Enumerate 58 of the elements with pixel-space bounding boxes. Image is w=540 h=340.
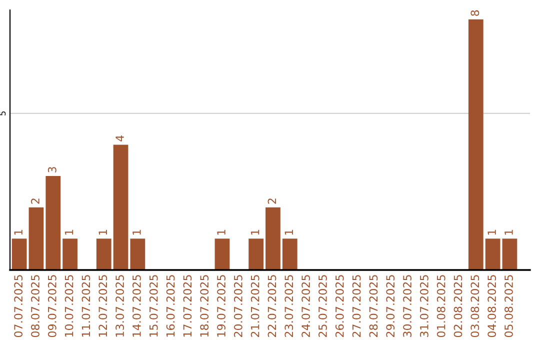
data-label: 1 bbox=[488, 230, 496, 235]
x-tick-label: 10.07.2025 bbox=[64, 275, 74, 337]
data-label: 2 bbox=[31, 198, 40, 204]
x-tick-label: 18.07.2025 bbox=[200, 275, 209, 337]
x-tick-label: 20.07.2025 bbox=[234, 275, 242, 337]
x-tick-label: 26.07.2025 bbox=[335, 275, 344, 337]
bar bbox=[248, 238, 264, 270]
x-tick-label: 31.07.2025 bbox=[420, 275, 428, 337]
x-tick-label: 15.07.2025 bbox=[149, 275, 158, 337]
x-tick-label: 11.07.2025 bbox=[82, 275, 90, 337]
x-tick-label: 22.07.2025 bbox=[268, 275, 276, 337]
x-tick-label: 13.07.2025 bbox=[116, 275, 124, 337]
bar bbox=[62, 238, 78, 270]
data-label: 8 bbox=[470, 10, 480, 16]
x-tick-label: 21.07.2025 bbox=[250, 275, 260, 337]
x-tick-label: 23.07.2025 bbox=[284, 275, 294, 337]
x-tick-label: 19.07.2025 bbox=[217, 275, 226, 337]
bar bbox=[130, 238, 146, 270]
data-label: 1 bbox=[284, 230, 293, 235]
data-label: 1 bbox=[14, 230, 22, 235]
x-tick-label: 01.08.2025 bbox=[436, 275, 446, 338]
x-tick-label: 29.07.2025 bbox=[386, 275, 395, 337]
bar bbox=[96, 238, 112, 270]
bar bbox=[12, 238, 27, 270]
bar bbox=[485, 238, 500, 270]
x-tick-label: 03.08.2025 bbox=[470, 275, 480, 338]
x-tick-label: 14.07.2025 bbox=[132, 275, 141, 337]
x-tick-label: 02.08.2025 bbox=[454, 275, 462, 338]
bar bbox=[214, 238, 230, 270]
x-tick-label: 05.08.2025 bbox=[504, 275, 513, 338]
x-tick-label: 17.07.2025 bbox=[183, 275, 192, 337]
data-label: 4 bbox=[116, 135, 124, 142]
bar bbox=[46, 176, 61, 270]
bar bbox=[282, 238, 298, 270]
bar bbox=[468, 19, 484, 270]
data-label: 1 bbox=[217, 230, 226, 235]
data-label: 3 bbox=[48, 167, 56, 172]
x-tick-label: 07.07.2025 bbox=[14, 275, 23, 338]
bar bbox=[113, 144, 128, 270]
data-label: 1 bbox=[504, 230, 513, 235]
x-tick-label: 28.07.2025 bbox=[369, 275, 378, 337]
x-tick-label: 30.07.2025 bbox=[403, 275, 412, 337]
x-tick-label: 24.07.2025 bbox=[302, 275, 310, 337]
bar bbox=[502, 238, 518, 270]
x-tick-label: 08.07.2025 bbox=[31, 275, 40, 338]
x-tick-label: 27.07.2025 bbox=[352, 275, 361, 337]
data-label: 1 bbox=[132, 230, 141, 235]
bar bbox=[266, 207, 280, 270]
x-tick-label: 12.07.2025 bbox=[98, 275, 108, 337]
data-label: 1 bbox=[251, 230, 260, 235]
data-label: 2 bbox=[268, 198, 276, 204]
data-label: 1 bbox=[98, 230, 107, 235]
x-tick-label: 04.08.2025 bbox=[488, 275, 496, 338]
bar bbox=[28, 207, 44, 270]
data-label: 1 bbox=[65, 230, 74, 235]
x-tick-label: 09.07.2025 bbox=[48, 275, 56, 338]
x-tick-label: 16.07.2025 bbox=[166, 275, 175, 337]
x-tick-label: 25.07.2025 bbox=[318, 275, 327, 337]
